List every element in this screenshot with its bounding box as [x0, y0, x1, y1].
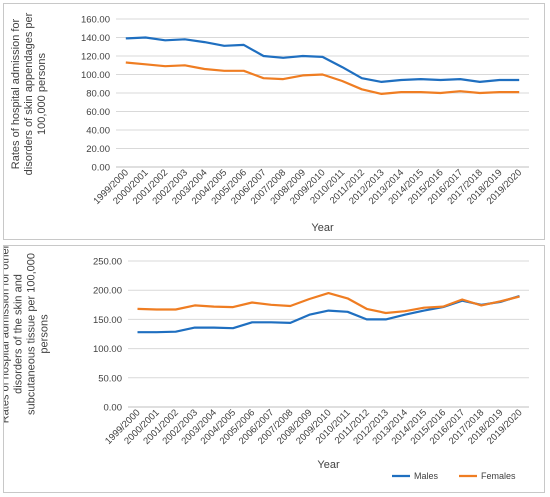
chart-panel-bottom: 0.00 50.00 100.00 150.00 200.00 250.00 1999/20… — [3, 245, 545, 493]
y-tick-label: 200.00 — [93, 286, 122, 297]
y-axis-title-line: 100,000 persons — [36, 53, 48, 135]
y-axis-title-line: disorders of skin appendages per — [23, 12, 35, 175]
chart-skin-appendages: 0.00 20.00 40.00 60.00 80.00 100.00 120.00 140.… — [10, 12, 529, 234]
chart-panel-top: 0.00 20.00 40.00 60.00 80.00 100.00 120.00 140.… — [3, 3, 545, 240]
y-tick-label: 0.00 — [104, 403, 123, 414]
y-tick-label: 250.00 — [93, 257, 122, 268]
x-axis-title: Year — [311, 222, 334, 234]
legend-label-males: Males — [414, 471, 439, 481]
chart-other-skin-disorders: 0.0050.00100.00150.00200.00250.001999/20… — [4, 246, 529, 481]
y-tick-label: 50.00 — [98, 373, 122, 384]
y-tick-label: 120.00 — [81, 52, 110, 63]
x-axis-title: Year — [317, 459, 340, 471]
y-axis-title: Rates of hospital admission fordisorders… — [10, 12, 48, 175]
series-line-females — [137, 291, 520, 315]
y-tick-label: 100.00 — [93, 344, 122, 355]
series-line-males — [125, 36, 520, 84]
y-axis-title-line: Rates of hospital admission for — [10, 18, 22, 169]
y-tick-label: 80.00 — [86, 89, 110, 100]
series-line-females — [125, 61, 520, 96]
y-axis-title: Rates of hospital admission for otherdis… — [4, 246, 51, 423]
y-axis-title-line: Rates of hospital admission for other — [4, 246, 12, 423]
series-line-males — [137, 294, 520, 334]
y-tick-label: 100.00 — [81, 70, 110, 81]
legend-label-females: Females — [481, 471, 516, 481]
y-tick-label: 40.00 — [86, 126, 110, 137]
y-tick-label: 140.00 — [81, 33, 110, 44]
y-tick-label: 60.00 — [86, 107, 110, 118]
y-axis-title-line: subcutaneous tissue per 100,000 — [26, 253, 38, 415]
y-tick-label: 20.00 — [86, 144, 110, 155]
y-axis-title-line: disorders of the skin and — [13, 274, 25, 394]
y-tick-label: 0.00 — [92, 163, 111, 174]
y-axis-title-line: persons — [39, 314, 51, 354]
y-tick-label: 160.00 — [81, 15, 110, 26]
y-tick-label: 150.00 — [93, 315, 122, 326]
